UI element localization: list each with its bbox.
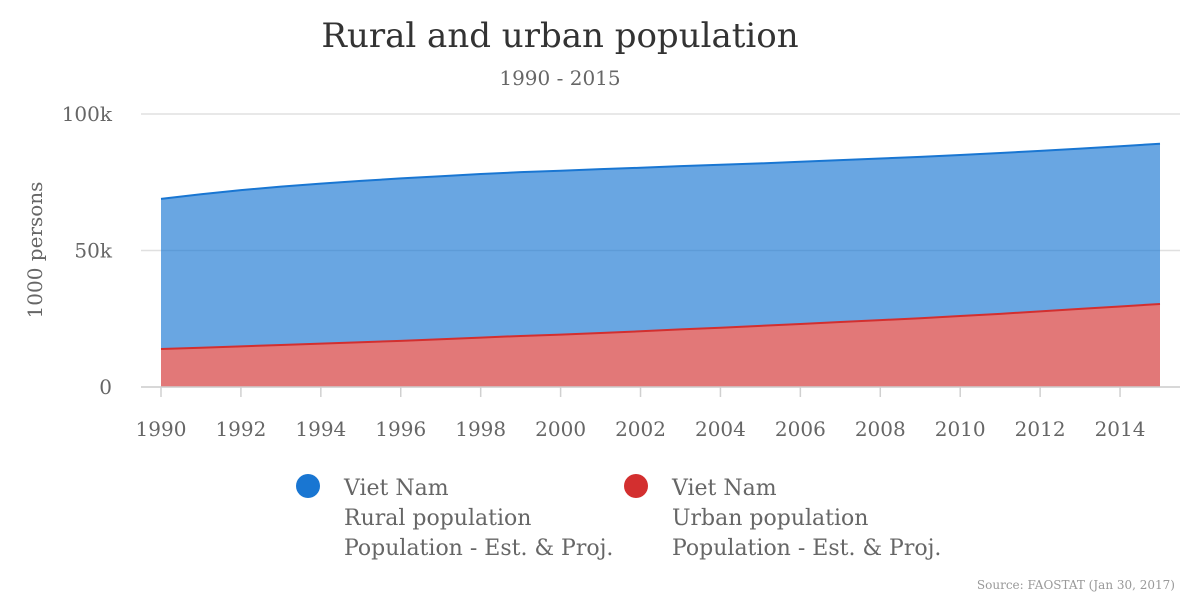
legend-label: Viet Nam <box>671 476 777 501</box>
x-tick-label: 2010 <box>935 417 986 441</box>
line-rural <box>160 142 1161 200</box>
x-tick-label: 1994 <box>295 417 346 441</box>
plot-areas <box>161 143 1160 387</box>
area-rural <box>161 143 1160 350</box>
x-tick-label: 2006 <box>775 417 826 441</box>
legend-label: Rural population <box>344 506 531 531</box>
chart-subtitle: 1990 - 2015 <box>499 66 620 90</box>
line-urban <box>160 303 1161 351</box>
y-tick-label: 50k <box>74 239 112 263</box>
x-tick-label: 1998 <box>455 417 506 441</box>
legend-marker-urban <box>624 474 648 498</box>
x-tick-label: 2000 <box>535 417 586 441</box>
x-tick-label: 2014 <box>1095 417 1146 441</box>
legend-item-urban[interactable]: Viet Nam Urban population Population - Est… <box>624 474 941 561</box>
legend-label: Population - Est. & Proj. <box>344 536 613 561</box>
y-axis-title: 1000 persons <box>23 182 47 319</box>
chart-title: Rural and urban population <box>321 16 798 56</box>
legend-label: Population - Est. & Proj. <box>672 536 941 561</box>
legend-marker-rural <box>296 474 320 498</box>
x-tick-label: 1996 <box>375 417 426 441</box>
series-lines <box>160 142 1161 351</box>
area-urban <box>161 304 1160 387</box>
legend: Viet Nam Rural population Population - Est… <box>296 474 941 561</box>
legend-label: Urban population <box>672 506 868 531</box>
y-tick-label: 0 <box>99 375 112 399</box>
x-tick-label: 1992 <box>215 417 266 441</box>
x-tick-label: 2012 <box>1015 417 1066 441</box>
x-tick-label: 2004 <box>695 417 746 441</box>
axes: 0 50k 100k 1990 1992 1994 1996 1998 2000 2002 2004… <box>62 102 1180 441</box>
y-tick-label: 100k <box>62 102 113 126</box>
legend-item-rural[interactable]: Viet Nam Rural population Population - Est… <box>296 474 613 561</box>
x-tick-label: 2008 <box>855 417 906 441</box>
x-tick-label: 1990 <box>136 417 187 441</box>
legend-label: Viet Nam <box>343 476 449 501</box>
x-tick-label: 2002 <box>615 417 666 441</box>
source-note: Source: FAOSTAT (Jan 30, 2017) <box>977 578 1175 592</box>
